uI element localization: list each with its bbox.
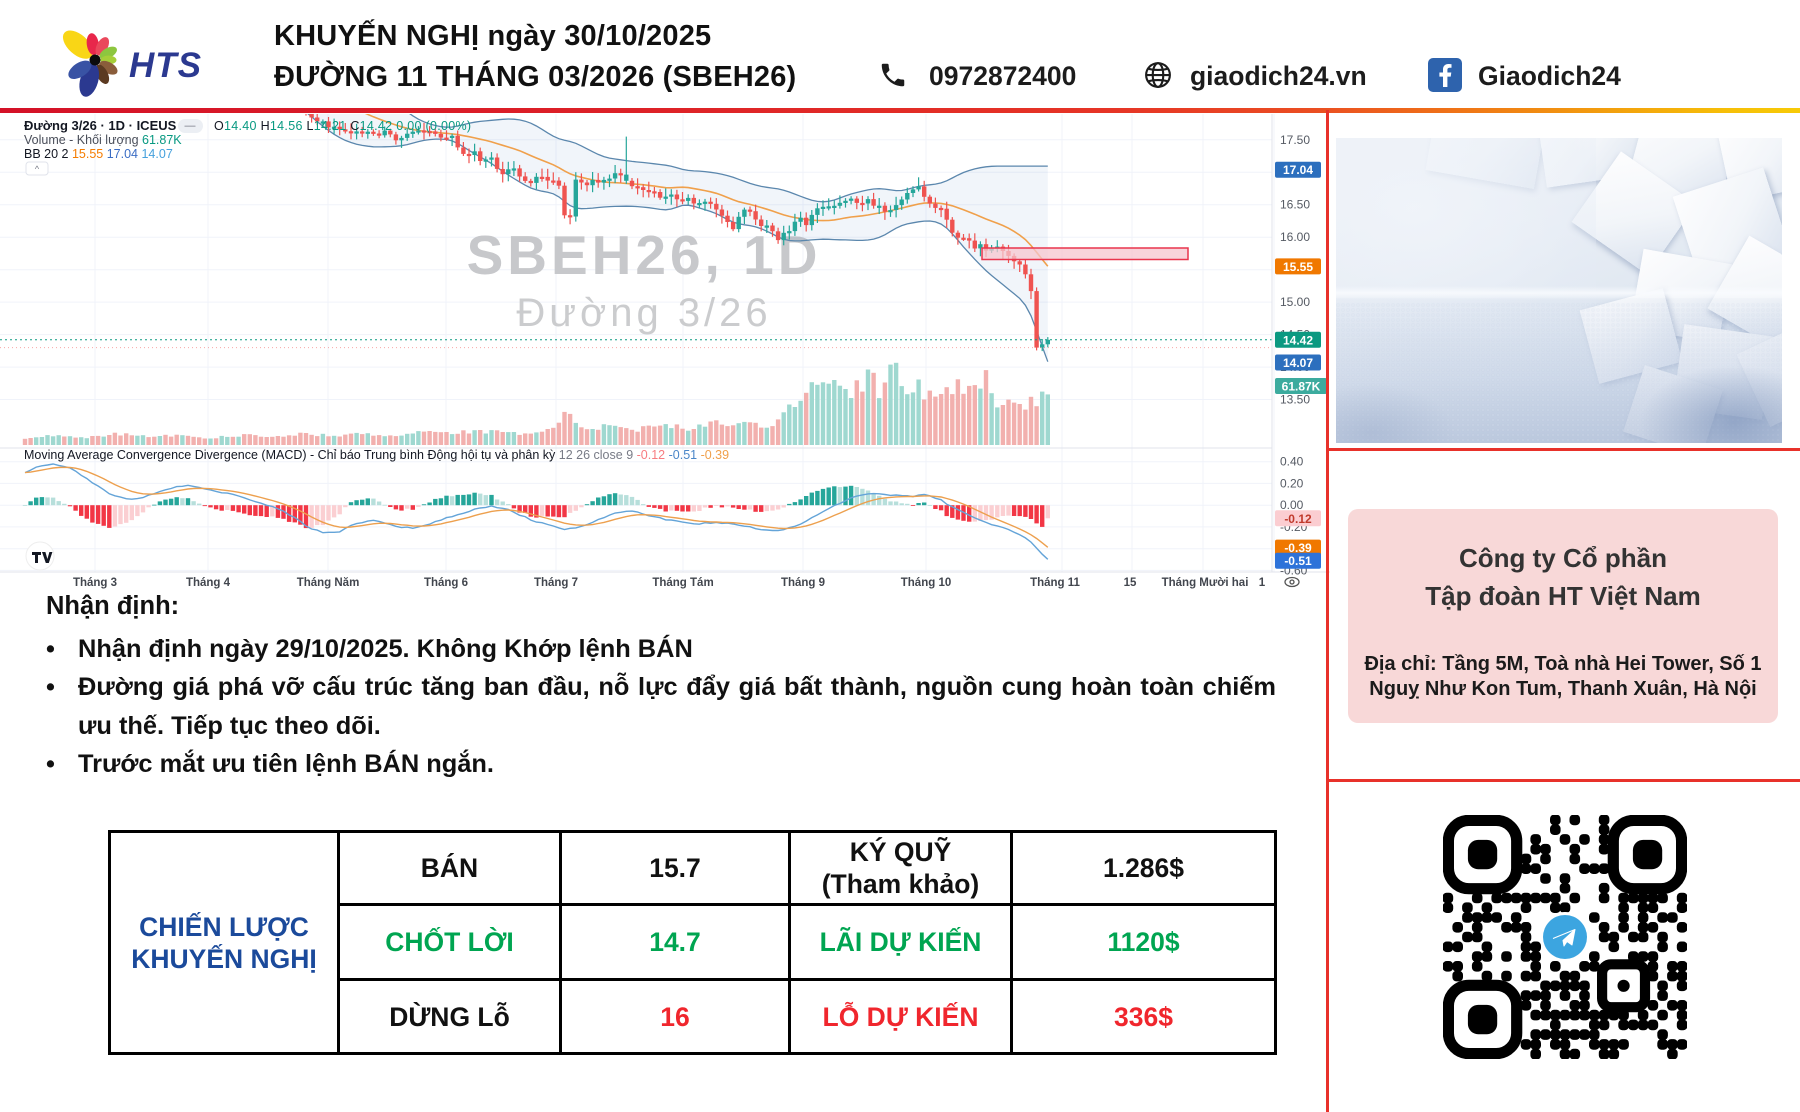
svg-text:BB 20 2 15.55 17.04 14.07: BB 20 2 15.55 17.04 14.07 xyxy=(24,147,173,161)
svg-text:14.07: 14.07 xyxy=(1283,356,1313,370)
svg-text:SBEH26, 1D: SBEH26, 1D xyxy=(467,224,822,286)
svg-text:1: 1 xyxy=(1259,577,1266,589)
svg-text:Tháng 10: Tháng 10 xyxy=(901,577,951,589)
svg-text:-0.39: -0.39 xyxy=(1284,541,1312,555)
svg-text:14.42: 14.42 xyxy=(1283,333,1313,347)
svg-text:Đường 3/26: Đường 3/26 xyxy=(516,291,771,335)
svg-text:Tháng 11: Tháng 11 xyxy=(1030,577,1080,589)
svg-text:0.20: 0.20 xyxy=(1280,476,1304,490)
svg-text:Moving Average Convergence Div: Moving Average Convergence Divergence (M… xyxy=(24,448,729,462)
svg-text:-0.51: -0.51 xyxy=(1284,554,1312,568)
svg-text:15: 15 xyxy=(1124,577,1137,589)
svg-text:17.04: 17.04 xyxy=(1283,163,1313,177)
svg-text:16.00: 16.00 xyxy=(1280,230,1310,244)
svg-text:61.87K: 61.87K xyxy=(1282,380,1321,394)
svg-text:17.50: 17.50 xyxy=(1280,133,1310,147)
svg-text:Tháng 6: Tháng 6 xyxy=(424,577,468,589)
svg-text:Tháng 3: Tháng 3 xyxy=(73,577,117,589)
svg-text:15.00: 15.00 xyxy=(1280,295,1310,309)
svg-text:Tháng Năm: Tháng Năm xyxy=(297,577,360,589)
svg-text:0.00: 0.00 xyxy=(1280,498,1304,512)
svg-text:Volume - Khối lượng 61.87K: Volume - Khối lượng 61.87K xyxy=(24,133,182,147)
svg-text:Tháng Mười hai: Tháng Mười hai xyxy=(1162,577,1249,589)
svg-text:Tháng 4: Tháng 4 xyxy=(186,577,231,589)
svg-text:O14.40 H14.56 L14.21 C14.42 0.: O14.40 H14.56 L14.21 C14.42 0.00 (0.00%) xyxy=(214,119,471,133)
svg-text:0.40: 0.40 xyxy=(1280,455,1304,469)
svg-text:Tháng 9: Tháng 9 xyxy=(781,577,825,589)
svg-text:13.50: 13.50 xyxy=(1280,393,1310,407)
svg-text:15.55: 15.55 xyxy=(1283,260,1313,274)
svg-text:Tháng Tám: Tháng Tám xyxy=(652,577,713,589)
svg-text:Tháng 7: Tháng 7 xyxy=(534,577,578,589)
svg-text:-0.12: -0.12 xyxy=(1284,512,1312,526)
svg-text:Đường 3/26 · 1D · ICEUS: Đường 3/26 · 1D · ICEUS xyxy=(24,118,177,133)
svg-text:^: ^ xyxy=(35,164,40,174)
svg-text:16.50: 16.50 xyxy=(1280,198,1310,212)
svg-text:—: — xyxy=(185,120,196,132)
